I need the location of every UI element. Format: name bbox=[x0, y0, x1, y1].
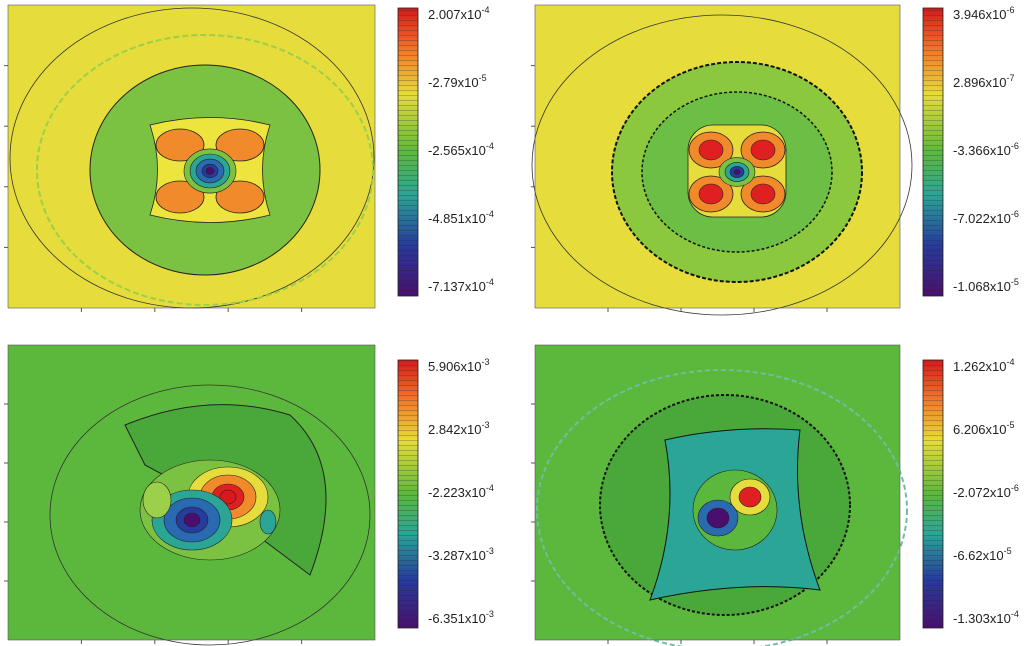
colorbar-label: -3.287x10-3 bbox=[428, 546, 494, 563]
label-exponent: -3 bbox=[482, 420, 490, 430]
label-exponent: -6 bbox=[1011, 209, 1019, 219]
colorbar-lines bbox=[398, 360, 418, 628]
label-mantissa: -1.303x10 bbox=[953, 611, 1011, 626]
label-exponent: -4 bbox=[1007, 357, 1015, 367]
label-exponent: -5 bbox=[479, 73, 487, 83]
colorbar-label: 6.206x10-5 bbox=[953, 420, 1015, 437]
center-well bbox=[734, 170, 740, 175]
colorbar-label: -1.068x10-5 bbox=[953, 277, 1019, 294]
label-mantissa: 2.896x10 bbox=[953, 75, 1007, 90]
figure: 2.007x10-4-2.79x10-5-2.565x10-4-4.851x10… bbox=[0, 0, 1035, 646]
colorbar-label: -7.137x10-4 bbox=[428, 277, 494, 294]
label-mantissa: -4.851x10 bbox=[428, 211, 486, 226]
label-exponent: -4 bbox=[486, 277, 494, 287]
label-exponent: -5 bbox=[1007, 420, 1015, 430]
label-mantissa: -1.068x10 bbox=[953, 279, 1011, 294]
label-mantissa: -3.287x10 bbox=[428, 548, 486, 563]
colorbar-label: 2.896x10-7 bbox=[953, 73, 1015, 90]
colorbar-label: -6.351x10-3 bbox=[428, 609, 494, 626]
label-exponent: -4 bbox=[486, 209, 494, 219]
colorbar-label: -2.072x10-6 bbox=[953, 483, 1019, 500]
label-exponent: -5 bbox=[1004, 546, 1012, 556]
label-exponent: -3 bbox=[486, 546, 494, 556]
label-mantissa: -2.79x10 bbox=[428, 75, 479, 90]
panel: 3.946x10-62.896x10-7-3.366x10-6-7.022x10… bbox=[531, 5, 1019, 315]
label-mantissa: -2.072x10 bbox=[953, 485, 1011, 500]
label-exponent: -6 bbox=[1007, 5, 1015, 15]
panel: 5.906x10-32.842x10-3-2.223x10-4-3.287x10… bbox=[4, 345, 494, 645]
label-exponent: -4 bbox=[486, 141, 494, 151]
red-lobe bbox=[751, 140, 775, 160]
positive-peak bbox=[739, 487, 761, 507]
colorbar-lines bbox=[398, 8, 418, 296]
label-mantissa: -7.022x10 bbox=[953, 211, 1011, 226]
label-exponent: -3 bbox=[486, 609, 494, 619]
negative-peak bbox=[707, 508, 729, 528]
panel: 1.262x10-46.206x10-5-2.072x10-6-6.62x10-… bbox=[531, 345, 1019, 646]
panel: 2.007x10-4-2.79x10-5-2.565x10-4-4.851x10… bbox=[4, 5, 494, 312]
colorbar-label: -4.851x10-4 bbox=[428, 209, 494, 226]
label-mantissa: 5.906x10 bbox=[428, 359, 482, 374]
colorbar-label: -6.62x10-5 bbox=[953, 546, 1012, 563]
colorbar-label: 2.842x10-3 bbox=[428, 420, 490, 437]
label-mantissa: 1.262x10 bbox=[953, 359, 1007, 374]
colorbar-label: -3.366x10-6 bbox=[953, 141, 1019, 158]
label-mantissa: -2.565x10 bbox=[428, 143, 486, 158]
colorbar-label: -2.223x10-4 bbox=[428, 483, 494, 500]
red-lobe bbox=[699, 184, 723, 204]
center-well bbox=[206, 168, 214, 175]
label-exponent: -5 bbox=[1011, 277, 1019, 287]
side-lobe bbox=[143, 482, 171, 518]
label-mantissa: -6.351x10 bbox=[428, 611, 486, 626]
colorbar-label: -1.303x10-4 bbox=[953, 609, 1019, 626]
colorbar-label: 3.946x10-6 bbox=[953, 5, 1015, 22]
colorbar-label: -7.022x10-6 bbox=[953, 209, 1019, 226]
label-exponent: -4 bbox=[1011, 609, 1019, 619]
red-lobe bbox=[699, 140, 723, 160]
label-mantissa: 3.946x10 bbox=[953, 7, 1007, 22]
label-exponent: -4 bbox=[486, 483, 494, 493]
label-exponent: -7 bbox=[1007, 73, 1015, 83]
colorbar-lines bbox=[923, 8, 943, 296]
colorbar-lines bbox=[923, 360, 943, 628]
colorbar-label: 1.262x10-4 bbox=[953, 357, 1015, 374]
label-mantissa: 6.206x10 bbox=[953, 422, 1007, 437]
label-mantissa: -3.366x10 bbox=[953, 143, 1011, 158]
colorbar-label: 2.007x10-4 bbox=[428, 5, 490, 22]
label-mantissa: 2.007x10 bbox=[428, 7, 482, 22]
label-exponent: -6 bbox=[1011, 483, 1019, 493]
label-mantissa: -7.137x10 bbox=[428, 279, 486, 294]
page: {"panels": [ {"colorbar": {"labels": [ {… bbox=[0, 0, 1035, 646]
negative-peak bbox=[184, 513, 200, 527]
colorbar-label: 5.906x10-3 bbox=[428, 357, 490, 374]
colorbar-label: -2.565x10-4 bbox=[428, 141, 494, 158]
label-exponent: -4 bbox=[482, 5, 490, 15]
label-mantissa: -6.62x10 bbox=[953, 548, 1004, 563]
red-lobe bbox=[751, 184, 775, 204]
colorbar-label: -2.79x10-5 bbox=[428, 73, 487, 90]
label-exponent: -3 bbox=[482, 357, 490, 367]
label-mantissa: -2.223x10 bbox=[428, 485, 486, 500]
side-lobe bbox=[260, 510, 276, 534]
label-exponent: -6 bbox=[1011, 141, 1019, 151]
label-mantissa: 2.842x10 bbox=[428, 422, 482, 437]
